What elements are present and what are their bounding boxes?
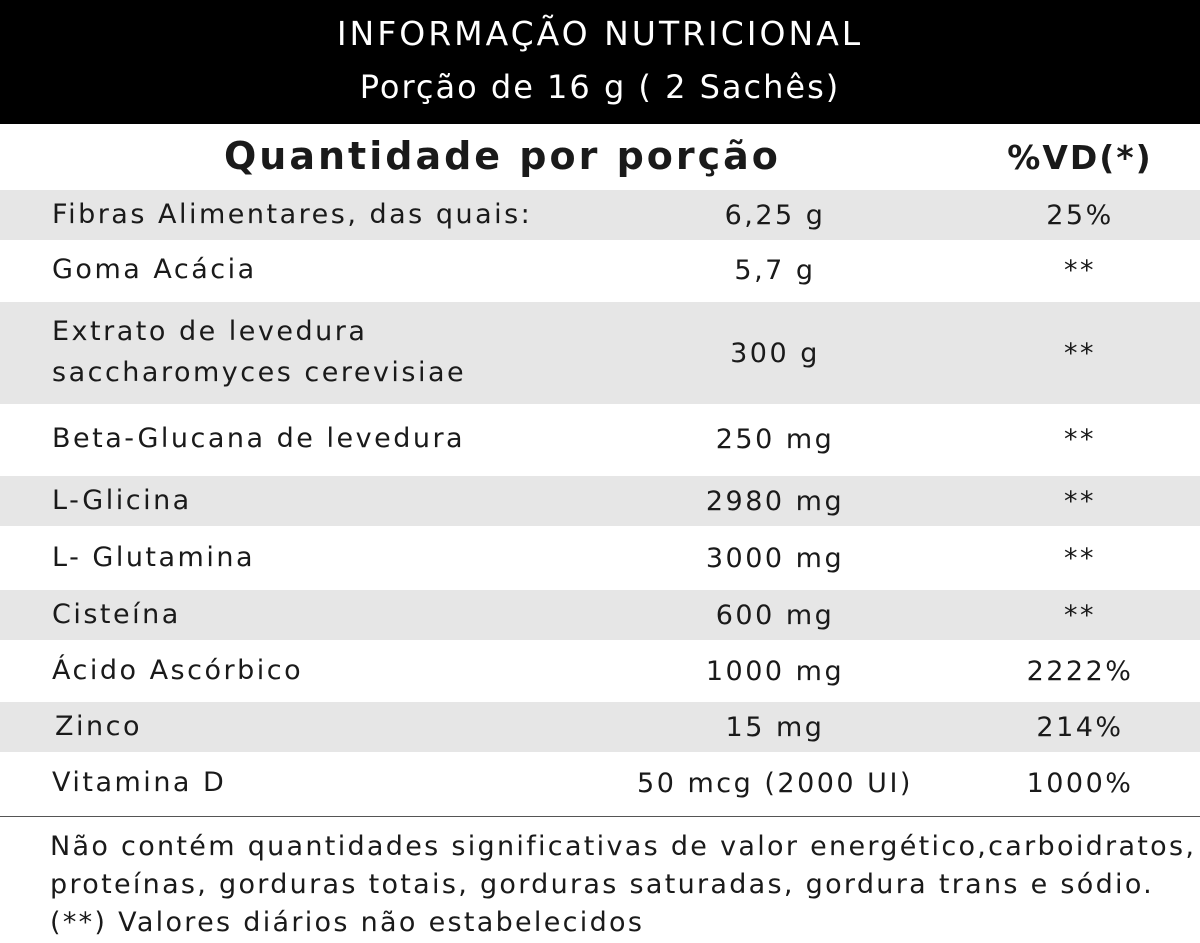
table-row: Extrato de levedura saccharomyces cerevi… — [0, 302, 1200, 404]
nutrient-daily-value: 25% — [1046, 200, 1114, 231]
nutrient-name: Cisteína — [52, 599, 181, 630]
nutrient-amount: 50 mcg (2000 UI) — [637, 768, 913, 799]
nutrient-name: Fibras Alimentares, das quais: — [52, 199, 533, 230]
table-row: Ácido Ascórbico 1000 mg 2222% — [0, 640, 1200, 702]
nutrient-daily-value: 214% — [1036, 712, 1124, 743]
nutrient-daily-value: ** — [1064, 424, 1096, 455]
nutrient-name-line2: saccharomyces cerevisiae — [52, 357, 467, 388]
table-row: Beta-Glucana de levedura 250 mg ** — [0, 404, 1200, 476]
nutrient-amount: 300 g — [730, 338, 820, 369]
nutrient-daily-value: ** — [1064, 255, 1096, 286]
table-header: INFORMAÇÃO NUTRICIONAL Porção de 16 g ( … — [0, 0, 1200, 124]
nutrient-daily-value: ** — [1064, 600, 1096, 631]
nutrient-amount: 600 mg — [715, 600, 835, 631]
footnote-line: Não contém quantidades significativas de… — [50, 831, 1197, 862]
footnote-line: proteínas, gorduras totais, gorduras sat… — [50, 869, 1155, 900]
footer-divider — [0, 816, 1200, 817]
nutrient-daily-value: 2222% — [1026, 656, 1134, 687]
nutrient-amount: 5,7 g — [734, 255, 816, 286]
nutrient-name: Ácido Ascórbico — [52, 655, 304, 686]
column-headers: Quantidade por porção %VD(*) — [0, 124, 1200, 190]
nutrient-name: Beta-Glucana de levedura — [52, 423, 466, 454]
nutrient-amount: 15 mg — [725, 712, 825, 743]
table-row: Fibras Alimentares, das quais: 6,25 g 25… — [0, 190, 1200, 240]
nutrient-name-line1: Extrato de levedura — [52, 316, 368, 347]
nutrient-daily-value: 1000% — [1026, 768, 1134, 799]
table-row: Zinco 15 mg 214% — [0, 702, 1200, 752]
nutrient-amount: 250 mg — [715, 424, 835, 455]
nutrient-name: L- Glutamina — [52, 542, 256, 573]
nutrient-daily-value: ** — [1064, 338, 1096, 369]
table-row: L- Glutamina 3000 mg ** — [0, 526, 1200, 590]
nutrient-name: L-Glicina — [52, 485, 192, 516]
nutrient-amount: 2980 mg — [705, 486, 845, 517]
nutrient-daily-value: ** — [1064, 486, 1096, 517]
footnote-line: (**) Valores diários não estabelecidos — [50, 907, 645, 938]
nutrient-amount: 1000 mg — [705, 656, 845, 687]
table-row: Goma Acácia 5,7 g ** — [0, 240, 1200, 302]
table-row: L-Glicina 2980 mg ** — [0, 476, 1200, 526]
nutrient-name: Zinco — [55, 711, 142, 742]
daily-value-column-header: %VD(*) — [1007, 138, 1153, 177]
table-row: Vitamina D 50 mcg (2000 UI) 1000% — [0, 752, 1200, 816]
nutrient-amount: 3000 mg — [705, 543, 845, 574]
footnotes: Não contém quantidades significativas de… — [50, 828, 1197, 942]
nutrient-name: Goma Acácia — [52, 254, 257, 285]
serving-size: Porção de 16 g ( 2 Sachês) — [359, 68, 841, 106]
nutrient-amount: 6,25 g — [724, 200, 826, 231]
nutrient-daily-value: ** — [1064, 543, 1096, 574]
table-title: INFORMAÇÃO NUTRICIONAL — [336, 14, 864, 53]
quantity-column-header: Quantidade por porção — [224, 134, 781, 178]
nutrient-name: Vitamina D — [52, 767, 227, 798]
table-row: Cisteína 600 mg ** — [0, 590, 1200, 640]
